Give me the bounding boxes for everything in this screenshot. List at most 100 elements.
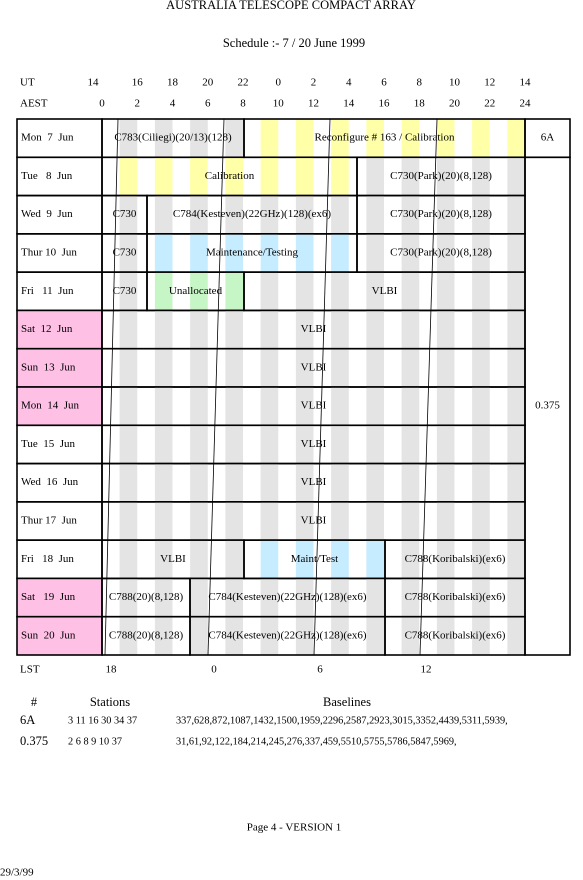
hour-stripe — [472, 119, 490, 158]
day-label: Tue 15 Jun — [21, 438, 75, 450]
hour-stripe — [190, 310, 208, 349]
block-label: C784(Kesteven)(22GHz)(128)(ex6) — [173, 208, 332, 220]
hour-stripe — [119, 501, 138, 541]
ut-label: 4 — [346, 77, 352, 89]
hour-stripe — [154, 501, 173, 541]
weekend-shade — [17, 348, 102, 387]
hour-stripe — [436, 501, 455, 541]
block-label: C730 — [113, 247, 137, 259]
hour-stripe — [260, 157, 279, 196]
hour-stripe — [119, 578, 138, 617]
hour-stripe — [190, 272, 208, 311]
hour-stripe — [366, 233, 384, 273]
ut-label: 18 — [167, 77, 179, 89]
block-label: C788(Koribalski)(ex6) — [405, 553, 506, 565]
array-header: # — [31, 695, 38, 709]
aest-label: 18 — [414, 98, 426, 110]
day-label: Sat 12 Jun — [21, 323, 73, 335]
hour-stripe — [507, 119, 525, 158]
block-label: C730(Park)(20)(8,128) — [390, 170, 492, 182]
aest-label: 14 — [343, 98, 355, 110]
hour-stripe — [401, 463, 420, 502]
block-label: C730 — [113, 208, 137, 220]
hour-stripe — [154, 540, 173, 579]
block-label: C788(20)(8,128) — [109, 591, 184, 603]
array-config: 6A — [20, 713, 35, 727]
weekend-shade — [17, 387, 102, 426]
hour-stripe — [225, 616, 243, 655]
hour-stripe — [507, 578, 525, 617]
hour-stripe — [331, 119, 349, 158]
hour-stripe — [401, 310, 420, 349]
hour-stripe — [190, 501, 208, 541]
hour-stripe — [260, 616, 279, 655]
hour-stripe — [401, 119, 420, 158]
block-label: C788(Koribalski)(ex6) — [405, 629, 506, 641]
block-label: C784(Kesteven)(22GHz)(128)(ex6) — [208, 591, 367, 603]
hour-stripe — [472, 272, 490, 311]
hour-stripe — [366, 578, 384, 617]
hour-stripe — [472, 195, 490, 234]
hour-stripe — [331, 195, 349, 234]
array-header: Stations — [90, 695, 130, 709]
day-label: Mon 14 Jun — [21, 400, 80, 412]
aest-label: 12 — [308, 98, 319, 110]
ut-label: 2 — [311, 77, 317, 89]
hour-stripe — [295, 119, 314, 158]
hour-stripe — [366, 272, 384, 311]
hour-stripe — [225, 310, 243, 349]
aest-label: 16 — [379, 98, 391, 110]
hour-stripe — [507, 233, 525, 273]
day-label: Thur 10 Jun — [21, 247, 77, 259]
hour-stripe — [260, 348, 279, 387]
hour-stripe — [190, 157, 208, 196]
hour-stripe — [260, 387, 279, 426]
hour-stripe — [154, 119, 173, 158]
hour-stripe — [154, 157, 173, 196]
ut-label: 20 — [202, 77, 214, 89]
hour-stripe — [154, 616, 173, 655]
hour-stripe — [436, 540, 455, 579]
weekend-shade — [17, 578, 102, 617]
hour-stripe — [331, 425, 349, 464]
hour-stripe — [472, 616, 490, 655]
hour-stripe — [436, 157, 455, 196]
block-label: VLBI — [301, 323, 327, 335]
hour-stripe — [472, 387, 490, 426]
ut-label: 12 — [484, 77, 495, 89]
hour-stripe — [401, 616, 420, 655]
hour-stripe — [401, 348, 420, 387]
hour-stripe — [260, 578, 279, 617]
hour-stripe — [401, 501, 420, 541]
hour-stripe — [154, 233, 173, 273]
subtitle: Schedule :- 7 / 20 June 1999 — [223, 36, 365, 50]
block-label: C730(Park)(20)(8,128) — [390, 208, 492, 220]
hour-stripe — [154, 578, 173, 617]
day-border — [16, 615, 103, 656]
hour-stripe — [436, 387, 455, 426]
hour-stripe — [401, 425, 420, 464]
hour-stripe — [507, 157, 525, 196]
hour-stripe — [295, 501, 314, 541]
hour-stripe — [507, 540, 525, 579]
block-label: VLBI — [301, 361, 327, 373]
hour-stripe — [366, 540, 384, 579]
hour-stripe — [295, 578, 314, 617]
hour-stripe — [472, 310, 490, 349]
hour-stripe — [295, 425, 314, 464]
day-label: Thur 17 Jun — [21, 515, 77, 527]
hour-stripe — [295, 233, 314, 273]
aest-label: 2 — [135, 98, 141, 110]
block-label: VLBI — [160, 553, 186, 565]
hour-stripe — [366, 157, 384, 196]
hour-stripe — [154, 195, 173, 234]
aest-label: 10 — [273, 98, 285, 110]
hour-stripe — [401, 272, 420, 311]
lst-line — [419, 118, 438, 656]
hour-stripe — [190, 616, 208, 655]
hour-stripe — [472, 540, 490, 579]
hour-stripe — [331, 310, 349, 349]
hour-stripe — [436, 195, 455, 234]
day-label: Sat 19 Jun — [21, 591, 76, 603]
hour-stripe — [225, 348, 243, 387]
